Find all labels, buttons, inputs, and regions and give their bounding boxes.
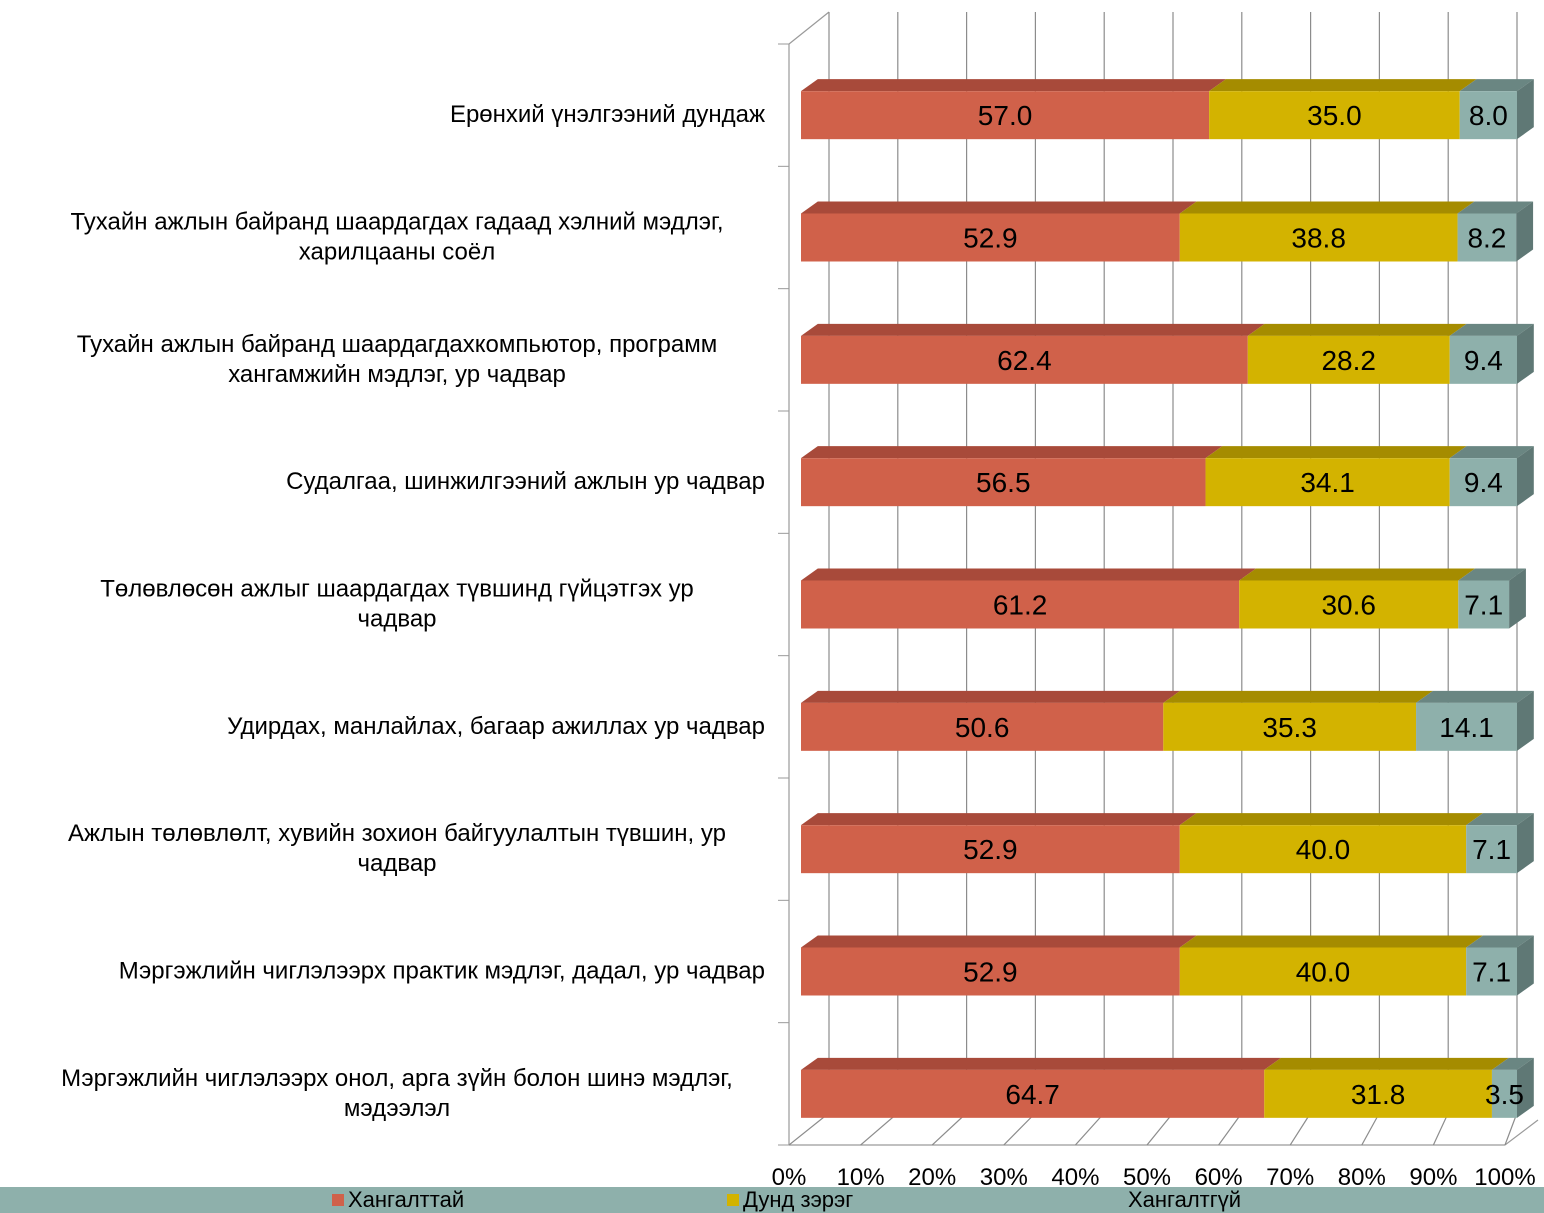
legend-item-series-3: Хангалтгүй [1112, 1187, 1241, 1213]
category-label-6: Удирдах, манлайлах, багаар ажиллах ур ча… [227, 713, 765, 740]
category-label-3: Тухайн ажлын байранд шаардагдахкомпьютор… [77, 331, 717, 388]
category-label-1: Ерөнхий үнэлгээний дундаж [450, 101, 765, 128]
category-label-1-line-1: Ерөнхий үнэлгээний дундаж [450, 101, 765, 128]
legend-label-series-1: Хангалттай [348, 1187, 464, 1213]
data-label-s1-c2: 52.9 [963, 223, 1018, 254]
data-label-s2-c2: 38.8 [1291, 223, 1346, 254]
category-label-2: Тухайн ажлын байранд шаардагдах гадаад х… [70, 209, 723, 266]
data-label-s3-c2: 8.2 [1467, 223, 1506, 254]
bar-top-s1-c3 [801, 324, 1265, 336]
chart-bars [801, 79, 1534, 1118]
category-label-6-line-1: Удирдах, манлайлах, багаар ажиллах ур ча… [227, 713, 765, 740]
data-label-s2-c4: 34.1 [1300, 467, 1355, 498]
category-label-4-line-1: Судалгаа, шинжилгээний ажлын ур чадвар [286, 468, 765, 495]
legend: Хангалттай Дунд зэрэг Хангалтгүй [0, 1187, 1544, 1213]
bar-top-s1-c1 [801, 79, 1226, 91]
data-label-s1-c8: 52.9 [963, 957, 1018, 988]
data-label-s1-c1: 57.0 [978, 100, 1033, 131]
data-label-s3-c7: 7.1 [1472, 834, 1511, 865]
data-label-s3-c6: 14.1 [1439, 712, 1494, 743]
wall-top-edge [789, 12, 829, 44]
bar-top-s2-c3 [1248, 324, 1467, 336]
data-label-s2-c8: 40.0 [1296, 957, 1351, 988]
category-label-2-line-2: харилцааны соёл [299, 239, 495, 266]
data-label-s1-c5: 61.2 [993, 590, 1048, 621]
bar-top-s2-c1 [1209, 79, 1476, 91]
data-label-s2-c5: 30.6 [1321, 590, 1376, 621]
bar-top-s2-c2 [1180, 202, 1475, 214]
data-label-s3-c9: 3.5 [1485, 1079, 1524, 1110]
data-label-s1-c6: 50.6 [955, 712, 1010, 743]
data-label-s2-c3: 28.2 [1321, 345, 1376, 376]
bar-top-s2-c6 [1163, 691, 1433, 703]
category-label-7-line-2: чадвар [357, 850, 436, 877]
data-label-s2-c7: 40.0 [1296, 834, 1351, 865]
category-label-8: Мэргэжлийн чиглэлээрх практик мэдлэг, да… [119, 958, 765, 985]
legend-label-series-3: Хангалтгүй [1128, 1187, 1241, 1213]
data-label-s1-c3: 62.4 [997, 345, 1052, 376]
bar-top-s1-c6 [801, 691, 1180, 703]
data-label-s3-c3: 9.4 [1464, 345, 1503, 376]
legend-label-series-2: Дунд зэрэг [743, 1187, 853, 1213]
category-label-2-line-1: Тухайн ажлын байранд шаардагдах гадаад х… [70, 209, 723, 236]
legend-swatch-series-1 [332, 1194, 344, 1206]
legend-item-series-2: Дунд зэрэг [727, 1187, 853, 1213]
category-label-4: Судалгаа, шинжилгээний ажлын ур чадвар [286, 468, 765, 495]
bar-top-s1-c4 [801, 446, 1222, 458]
bar-top-s1-c5 [801, 569, 1256, 581]
category-label-3-line-1: Тухайн ажлын байранд шаардагдахкомпьютор… [77, 331, 717, 358]
bar-top-s1-c2 [801, 202, 1197, 214]
category-label-9-line-2: мэдээлэл [344, 1095, 450, 1122]
bar-top-s2-c9 [1264, 1058, 1508, 1070]
category-label-7-line-1: Ажлын төлөвлөлт, хувийн зохион байгуулал… [68, 820, 726, 847]
legend-item-series-1: Хангалттай [332, 1187, 464, 1213]
category-label-5-line-2: чадвар [357, 606, 436, 633]
category-label-7: Ажлын төлөвлөлт, хувийн зохион байгуулал… [68, 820, 726, 877]
bar-top-s1-c8 [801, 936, 1197, 948]
bar-top-s2-c4 [1206, 446, 1467, 458]
data-label-s1-c7: 52.9 [963, 834, 1018, 865]
category-label-8-line-1: Мэргэжлийн чиглэлээрх практик мэдлэг, да… [119, 958, 765, 985]
category-label-5-line-1: Төлөвлөсөн ажлыг шаардагдах түвшинд гүйц… [100, 576, 693, 603]
bar-top-s1-c9 [801, 1058, 1281, 1070]
bar-top-s3-c6 [1416, 691, 1534, 703]
data-label-s3-c5: 7.1 [1464, 590, 1503, 621]
category-label-9: Мэргэжлийн чиглэлээрх онол, арга зүйн бо… [61, 1065, 733, 1122]
bar-top-s2-c8 [1180, 936, 1483, 948]
data-label-s2-c6: 35.3 [1262, 712, 1317, 743]
data-label-s1-c4: 56.5 [976, 467, 1031, 498]
category-label-9-line-1: Мэргэжлийн чиглэлээрх онол, арга зүйн бо… [61, 1065, 733, 1092]
data-label-s3-c4: 9.4 [1464, 467, 1503, 498]
legend-swatch-series-2 [727, 1194, 739, 1206]
data-label-s3-c1: 8.0 [1469, 100, 1508, 131]
bar-top-s1-c7 [801, 813, 1197, 825]
legend-swatch-series-3 [1112, 1194, 1124, 1206]
data-label-s2-c9: 31.8 [1351, 1079, 1406, 1110]
data-label-s2-c1: 35.0 [1307, 100, 1362, 131]
bar-top-s2-c7 [1180, 813, 1483, 825]
data-label-s3-c8: 7.1 [1472, 957, 1511, 988]
chart-category-labels: Ерөнхий үнэлгээний дундаж Тухайн ажлын ба… [61, 101, 765, 1122]
category-label-5: Төлөвлөсөн ажлыг шаардагдах түвшинд гүйц… [100, 576, 693, 633]
bar-top-s2-c5 [1239, 569, 1475, 581]
category-label-3-line-2: хангамжийн мэдлэг, ур чадвар [228, 361, 566, 388]
data-label-s1-c9: 64.7 [1005, 1079, 1060, 1110]
